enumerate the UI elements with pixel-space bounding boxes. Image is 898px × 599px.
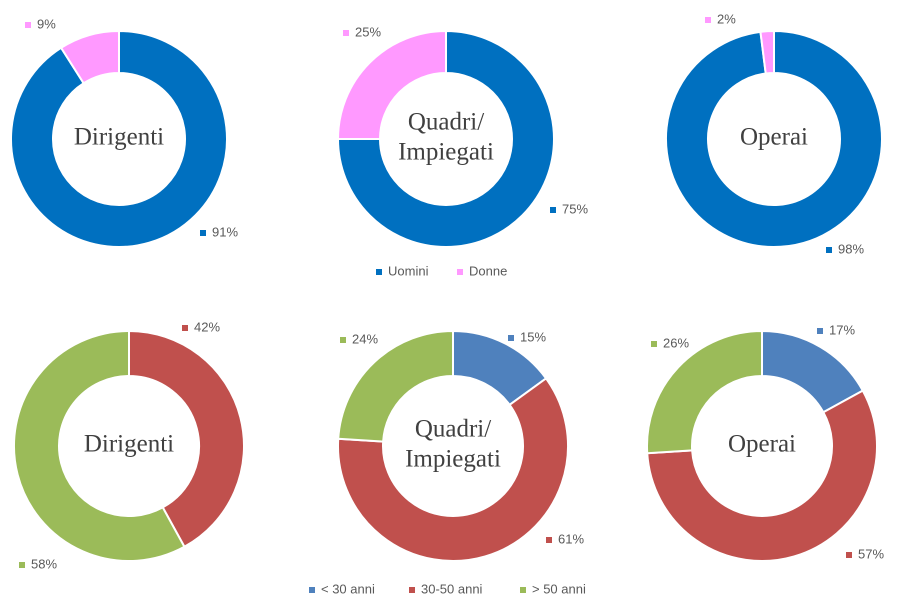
data-label: 24%: [352, 331, 378, 346]
center-label: Quadri/: [415, 416, 491, 443]
label-marker: [182, 325, 188, 331]
legend-entry: 30-50 anni: [421, 581, 483, 596]
data-label: 57%: [858, 546, 884, 561]
data-label: 17%: [829, 322, 855, 337]
donut-slice: [759, 29, 775, 75]
center-label: Dirigenti: [74, 124, 164, 151]
donut-slice: [337, 377, 569, 562]
legend-entry: Uomini: [388, 263, 429, 278]
data-label: 98%: [838, 241, 864, 256]
center-label: Operai: [728, 431, 796, 458]
legend-marker: [520, 587, 526, 593]
legend-marker: [457, 269, 463, 275]
donut-slice: [128, 329, 245, 549]
label-marker: [705, 17, 711, 23]
center-label: Impiegati: [398, 139, 494, 166]
donut-slice: [646, 329, 763, 455]
legend-marker: [309, 587, 315, 593]
data-label: 15%: [520, 329, 546, 344]
data-label: 42%: [194, 319, 220, 334]
label-marker: [846, 552, 852, 558]
data-label: 61%: [558, 531, 584, 546]
label-marker: [19, 562, 25, 568]
label-marker: [508, 335, 514, 341]
data-label: 25%: [355, 24, 381, 39]
legend-marker: [376, 269, 382, 275]
center-label: Impiegati: [405, 446, 501, 473]
legend-marker: [409, 587, 415, 593]
label-marker: [817, 328, 823, 334]
label-marker: [343, 30, 349, 36]
label-marker: [340, 337, 346, 343]
label-marker: [550, 207, 556, 213]
data-label: 2%: [717, 11, 736, 26]
donut-slice: [646, 389, 878, 562]
donut-slice: [13, 329, 186, 562]
label-marker: [651, 341, 657, 347]
label-marker: [25, 22, 31, 28]
label-marker: [546, 537, 552, 543]
data-label: 9%: [37, 16, 56, 31]
donut-slice: [337, 329, 454, 443]
donut-slice: [59, 29, 120, 85]
donut-slice: [665, 29, 883, 248]
label-marker: [200, 230, 206, 236]
donut-slice: [336, 29, 447, 140]
center-label: Operai: [740, 124, 808, 151]
data-label: 26%: [663, 335, 689, 350]
center-label: Quadri/: [408, 109, 484, 136]
donut-slice: [336, 29, 555, 248]
label-marker: [826, 247, 832, 253]
center-label: Dirigenti: [84, 431, 174, 458]
donut-slice: [10, 29, 228, 248]
data-label: 91%: [212, 224, 238, 239]
data-label: 75%: [562, 201, 588, 216]
data-label: 58%: [31, 556, 57, 571]
legend-entry: > 50 anni: [532, 581, 586, 596]
legend-entry: Donne: [469, 263, 507, 278]
legend-entry: < 30 anni: [321, 581, 375, 596]
